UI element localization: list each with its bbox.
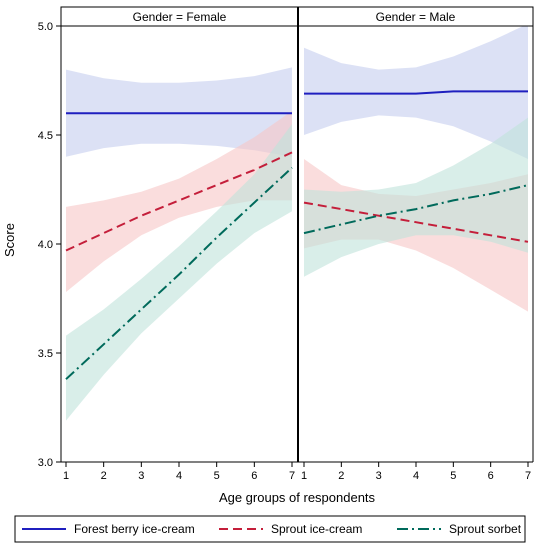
x-tick-label-panel2-1: 1 (301, 470, 307, 482)
legend: Forest berry ice-cream Sprout ice-cream Sp… (14, 515, 526, 543)
panel-title-1: Gender = Female (133, 10, 227, 24)
series-line-panel1-series3 (65, 166, 293, 380)
y-tick-label-4.0: 4.0 (38, 239, 53, 251)
x-tick-label-panel2-6: 6 (488, 470, 494, 482)
series-line-panel1-series2 (65, 151, 293, 252)
y-tick-label-5.0: 5.0 (38, 21, 53, 33)
x-tick-label-panel2-2: 2 (338, 470, 344, 482)
x-tick-label-panel2-3: 3 (376, 470, 382, 482)
y-tick-label-3.0: 3.0 (38, 457, 53, 469)
ci-band-panel1-series1 (66, 67, 292, 157)
y-tick-label-4.5: 4.5 (38, 130, 53, 142)
y-tick-label-3.5: 3.5 (38, 348, 53, 360)
y-axis-label: Score (2, 223, 17, 257)
series-line-panel2-series2 (303, 201, 529, 243)
panel-title-2: Gender = Male (376, 10, 456, 24)
ci-band-panel2-series1 (304, 23, 528, 159)
ci-band-panel2-series3 (304, 117, 528, 277)
legend-label-2: Sprout ice-cream (271, 522, 362, 536)
x-tick-label-panel2-5: 5 (450, 470, 456, 482)
axes: 1 2 3 4 5 6 7 1 2 3 4 5 6 73.03.54.04.55.0 (38, 21, 531, 482)
series-line-panel2-series3 (303, 184, 529, 235)
x-tick-label-panel2-7: 7 (525, 470, 531, 482)
x-tick-label-panel1-2: 2 (101, 470, 107, 482)
legend-label-3: Sprout sorbet (449, 522, 522, 536)
x-tick-label-panel1-1: 1 (63, 470, 69, 482)
series-line-panel2-series1 (304, 90, 528, 95)
series-lines (65, 90, 529, 380)
legend-label-1: Forest berry ice-cream (74, 522, 195, 536)
x-tick-label-panel1-4: 4 (176, 470, 182, 482)
x-tick-label-panel1-3: 3 (138, 470, 144, 482)
x-axis-label: Age groups of respondents (219, 490, 376, 505)
x-tick-label-panel2-4: 4 (413, 470, 419, 482)
panel-frames: Gender = Female Gender = Male (60, 6, 534, 463)
ci-band-panel1-series2 (66, 111, 292, 292)
x-tick-label-panel1-7: 7 (289, 470, 295, 482)
x-tick-label-panel1-5: 5 (214, 470, 220, 482)
ci-band-panel1-series3 (66, 124, 292, 421)
x-tick-label-panel1-6: 6 (251, 470, 257, 482)
